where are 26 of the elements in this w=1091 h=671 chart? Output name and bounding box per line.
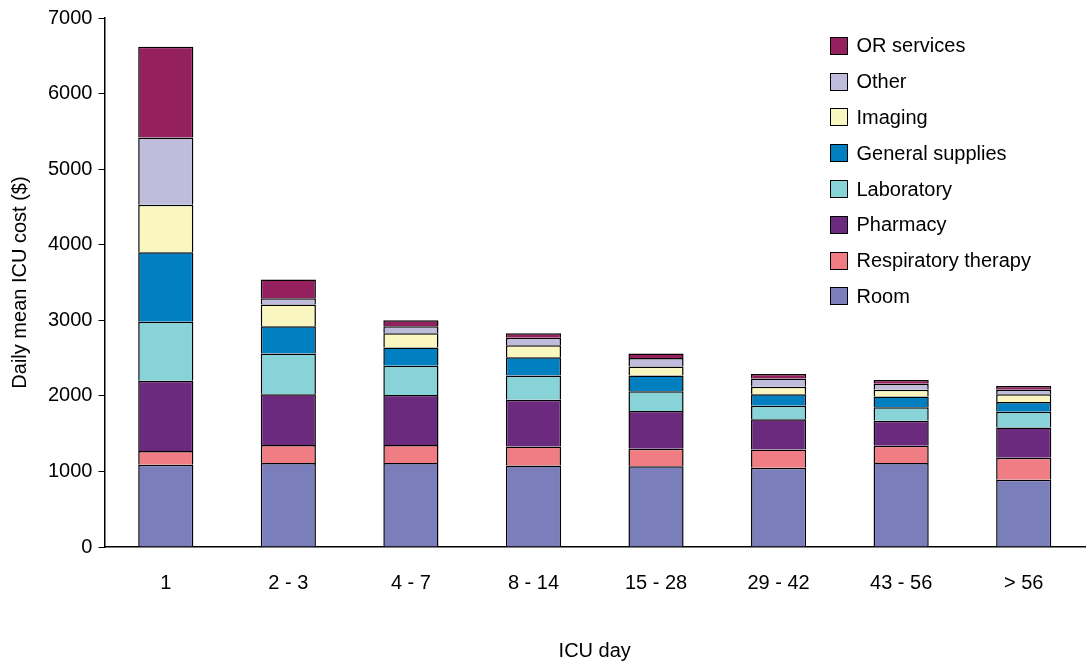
legend-label: Room <box>856 284 910 308</box>
legend-label: Other <box>856 70 907 94</box>
legend-label: Laboratory <box>856 177 953 201</box>
x-tick-label: 15 - 28 <box>624 570 688 593</box>
y-tick-label: 7000 <box>47 5 93 28</box>
legend-label: General supplies <box>856 141 1007 165</box>
legend-label: Pharmacy <box>856 213 947 237</box>
x-tick-label: 2 - 3 <box>268 570 309 593</box>
x-tick-label: 8 - 14 <box>507 570 560 593</box>
y-tick-label: 3000 <box>47 307 93 330</box>
legend-label: Respiratory therapy <box>856 249 1031 273</box>
y-tick-label: 1000 <box>47 458 93 481</box>
y-tick-label: 4000 <box>47 232 93 255</box>
y-tick-label: 0 <box>81 534 93 557</box>
x-tick-label: 1 <box>160 570 172 593</box>
x-tick-label: > 56 <box>1003 570 1044 593</box>
y-tick-label: 5000 <box>47 156 93 179</box>
y-axis-title: Daily mean ICU cost ($) <box>7 176 30 389</box>
x-axis-title: ICU day <box>558 638 631 661</box>
y-tick-label: 2000 <box>47 383 93 406</box>
x-tick-label: 43 - 56 <box>870 570 933 593</box>
x-tick-label: 29 - 42 <box>747 570 810 593</box>
legend-label: OR services <box>856 34 966 58</box>
x-tick-label: 4 - 7 <box>390 570 431 593</box>
legend-label: Imaging <box>856 105 928 129</box>
y-tick-label: 6000 <box>47 81 93 104</box>
